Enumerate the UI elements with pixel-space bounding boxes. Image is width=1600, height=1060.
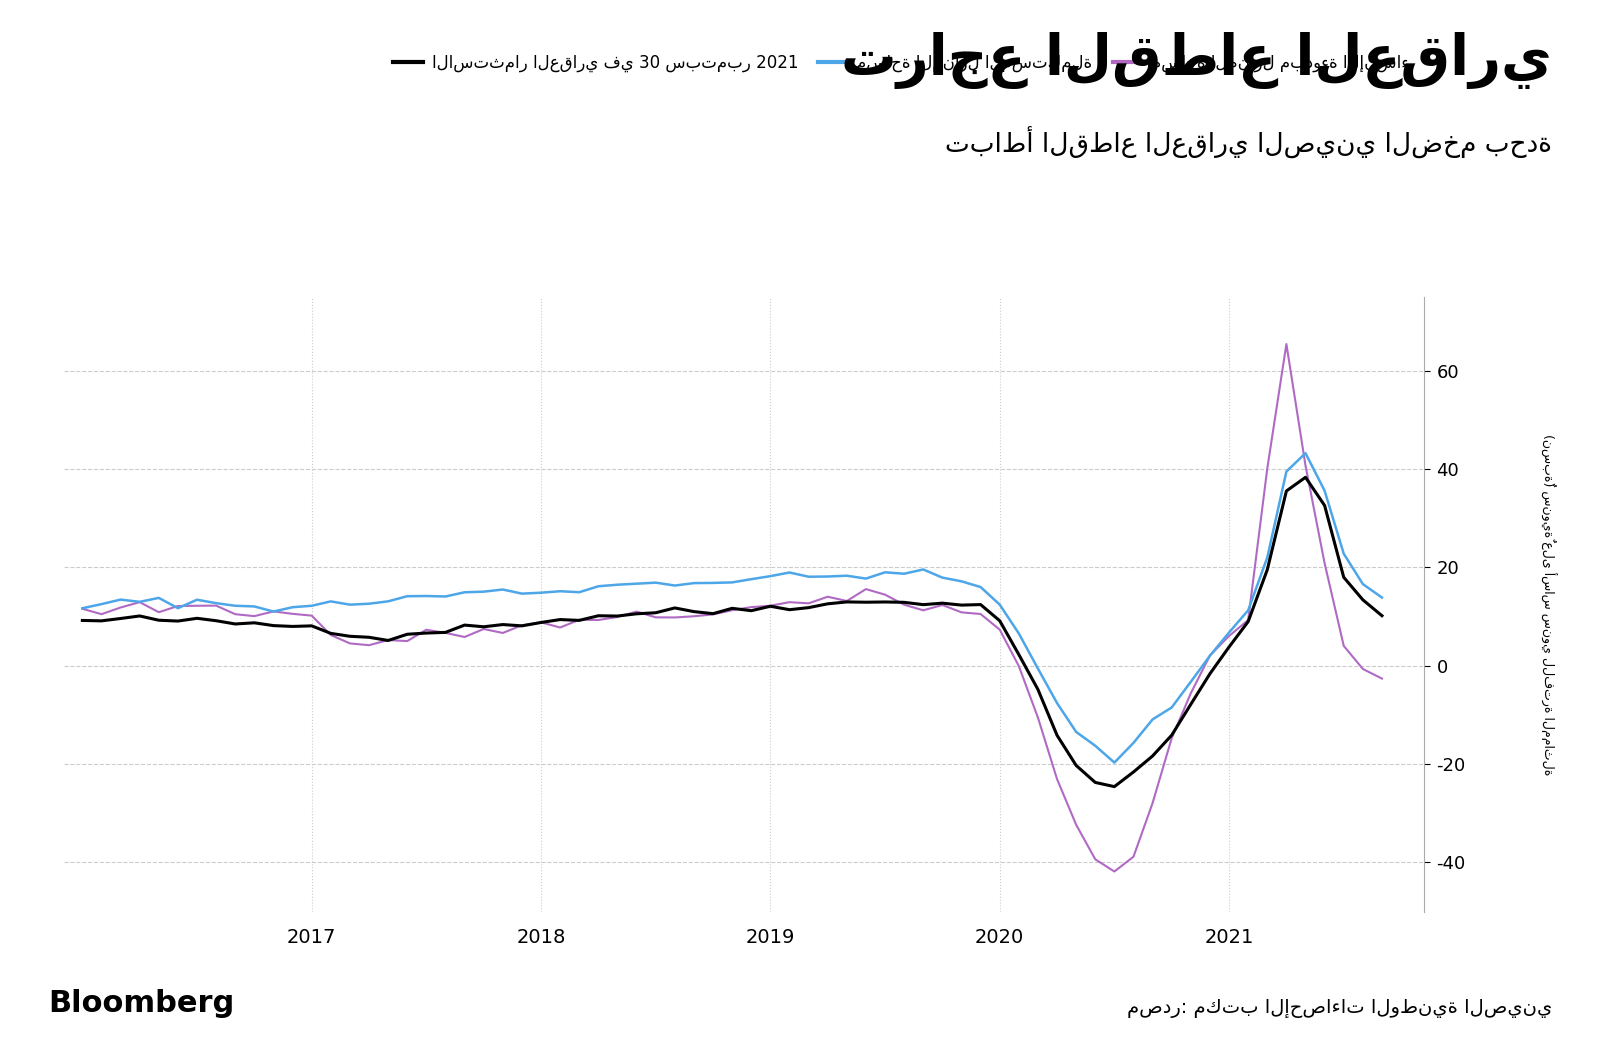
Text: تباطأ القطاع العقاري الصيني الضخم بحدة: تباطأ القطاع العقاري الصيني الضخم بحدة (946, 127, 1552, 159)
Text: تراجع القطاع العقاري: تراجع القطاع العقاري (842, 32, 1552, 89)
Text: Bloomberg: Bloomberg (48, 989, 234, 1018)
Legend: الاستثمار العقاري في 30 سبتمبر 2021, مساحة المنازل المستكملة, مساحة المنازل مبدو: الاستثمار العقاري في 30 سبتمبر 2021, مسا… (387, 47, 1416, 78)
Text: مصدر: مكتب الإحصاءات الوطنية الصيني: مصدر: مكتب الإحصاءات الوطنية الصيني (1126, 999, 1552, 1018)
Y-axis label: (نسبةٌ) سنويةٌ على أساس سنوي للفترة المماثلة: (نسبةٌ) سنويةٌ على أساس سنوي للفترة المم… (1539, 434, 1557, 775)
